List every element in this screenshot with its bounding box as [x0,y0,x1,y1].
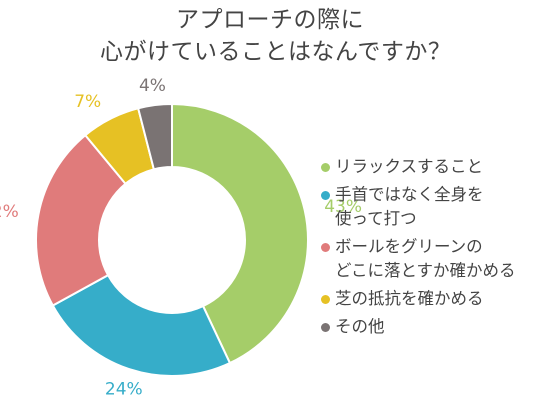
legend-swatch-whole-body [321,191,330,200]
legend-item-landing-spot: ボールをグリーンの どこに落とすか確かめる [319,235,534,283]
legend-swatch-landing-spot [321,243,330,252]
legend-item-whole-body: 手首ではなく全身を 使って打つ [319,183,534,231]
legend-swatch-relax [321,163,330,172]
legend-label-whole-body: 手首ではなく全身を 使って打つ [335,185,484,228]
slice-whole-body [51,273,232,377]
chart-title-line-2: 心がけていることはなんですか？ [100,39,452,65]
chart-legend: リラックスすること 手首ではなく全身を 使って打つ ボールをグリーンの どこに落… [319,155,534,343]
chart-title: アプローチの際に 心がけていることはなんですか？ [100,4,452,68]
legend-item-turf-resistance: 芝の抵抗を確かめる [319,287,534,311]
value-label-whole-body: 24% [105,379,143,399]
legend-label-landing-spot: ボールをグリーンの どこに落とすか確かめる [335,237,516,280]
chart-title-line-1: アプローチの際に [176,7,364,33]
legend-item-other: その他 [319,315,534,339]
slice-relax [171,102,309,365]
legend-label-relax: リラックスすること [335,157,484,176]
legend-swatch-other [321,323,330,332]
slice-landing-spot [35,133,127,307]
value-label-turf-resistance: 7% [74,92,101,112]
legend-item-relax: リラックスすること [319,155,534,179]
value-label-relax: 43% [324,197,362,217]
slice-other [136,102,173,171]
value-label-landing-spot: 22% [0,202,19,222]
value-label-other: 4% [139,76,166,96]
legend-label-other: その他 [335,317,385,336]
legend-label-turf-resistance: 芝の抵抗を確かめる [335,289,484,308]
legend-swatch-turf-resistance [321,295,330,304]
